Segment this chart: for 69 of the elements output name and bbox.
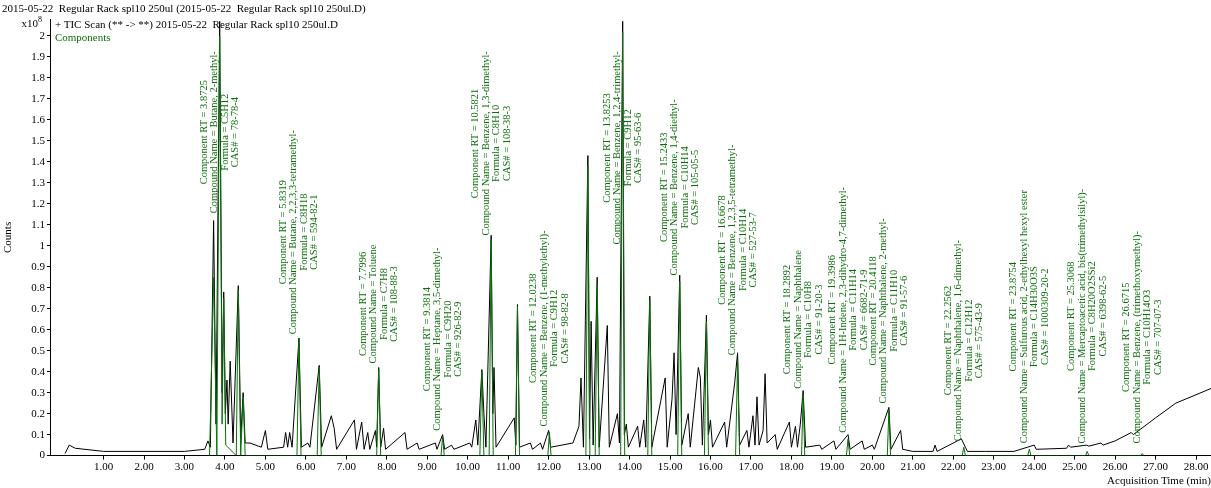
annotation: Component RT = 12.0238 Compound Name = Benzene, (1-methylethyl)- Formula = C9H12 CAS# = 98-82-8	[527, 229, 570, 427]
annotation: Component RT = 22.2562 Compound Name = Naphthalene, 1,6-dimethyl- Formula = C12H12 CAS# = 575-43-9	[941, 239, 985, 442]
x-tick-label: 22.00	[940, 460, 967, 473]
x-tick-label: 12.00	[536, 460, 562, 473]
annotation: Component RT = 10.5821 Compound Name = Benzene, 1,3-dimethyl- Formula = C8H10 CAS# = 108-38-3	[469, 50, 512, 236]
x-tick-label: 7.00	[336, 460, 357, 473]
x-tick-label: 11.00	[496, 460, 521, 473]
y-tick-label: 1.8	[31, 70, 46, 83]
y-tick-label: 1.6	[31, 112, 46, 125]
x-tick-label: 3.00	[174, 460, 195, 473]
x-tick-label: 20.00	[859, 460, 886, 473]
y-tick-label: 0.3	[31, 385, 46, 398]
text: Components	[54, 31, 111, 44]
annotation: Component RT = 25.3068 Compound Name = Mercaptoacetic acid, bis(trimethylsilyl)- Formula = C8H20O2SSi2 CAS# = 6398-62-5	[1065, 188, 1108, 444]
x-tick-label: 18.00	[779, 460, 805, 473]
y-tick-label: 0.6	[31, 322, 46, 335]
y-tick-label: 0.7	[31, 301, 46, 314]
x-tick-label: 2.00	[134, 460, 155, 473]
annotation: Component RT = 7.7996 Compound Name = Toluene Formula = C7H8 CAS# = 108-88-3	[356, 244, 400, 364]
x-tick-label: 25.00	[1062, 460, 1088, 473]
annotation: Component RT = 19.3986 Compound Name = 1H-Indene, 2,3-dihydro-4,7-dimethyl- Formula = C11H14 CAS# = 6682-71-9	[826, 186, 869, 433]
x-tick-label: 17.00	[738, 460, 764, 473]
y-tick-label: 1	[39, 238, 45, 251]
x-tick-label: 23.00	[981, 460, 1007, 473]
y-axis-title: Counts	[1, 221, 14, 253]
x-tick-label: 19.00	[819, 460, 845, 473]
annotation: Component RT = 18.2892 Compound Name = Naphthalene Formula = C10H8 CAS# = 91-20-3	[781, 249, 824, 389]
x-tick-label: 6.00	[296, 460, 316, 473]
x-tick-label: 10.00	[455, 460, 481, 473]
y-tick-label: 0.9	[31, 259, 46, 272]
y-tick-label: 2	[39, 28, 45, 41]
x-tick-label: 24.00	[1021, 460, 1048, 473]
x-tick-label: 14.00	[617, 460, 643, 473]
annotation: Component RT = 26.6715 Compound Name = Benzene, (trimethoxymethyl)- Formula = C10H14O3 CAS# = 707-07-3	[1120, 230, 1163, 444]
y-tick-label: 0.8	[31, 280, 46, 293]
x-tick-label: 15.00	[657, 460, 683, 473]
y-tick-label: 0	[39, 448, 46, 461]
y-tick-label: 1.7	[31, 91, 46, 104]
x-tick-label: 9.00	[417, 460, 438, 473]
x-tick-label: 16.00	[698, 460, 724, 473]
x-tick-label: 21.00	[900, 460, 926, 473]
annotation: Component RT = 5.8319 Compound Name = Butane, 2,2,3,3-tetramethyl- Formula = C8H18 CAS# = 594-82-1	[276, 129, 320, 335]
y-tick-label: 0.1	[31, 427, 45, 440]
y-tick-label: 0.2	[31, 406, 45, 419]
y-tick-label: 1.2	[31, 196, 45, 209]
y-tick-label: 1.3	[31, 175, 46, 188]
annotation: Component RT = 13.8253 Compound Name = Benzene, 1,2,4-trimethyl- Formula = C9H12 CAS# = 95-63-6	[600, 50, 644, 245]
y-tick-label: 1.9	[31, 49, 46, 62]
annotation: Component RT = 15.2433 Compound Name = Benzene, 1,4-diethyl- Formula = C10H14 CAS# = 105-05-5	[657, 98, 701, 276]
y-tick-label: 1.5	[31, 133, 46, 146]
x-tick-label: 26.00	[1102, 460, 1128, 473]
annotation: Component RT = 16.6678 Compound Name = Benzene, 1,2,3,5-tetramethyl- Formula = C10H14 CAS# = 527-53-7	[715, 144, 759, 356]
x-tick-label: 4.00	[215, 460, 236, 473]
x-tick-label: 8.00	[377, 460, 397, 473]
x-tick-label: 13.00	[576, 460, 602, 473]
annotation: Component RT = 23.8754 Compound Name = Sulfurous acid, 2-ethylhexyl hexyl ester Formula = C14H30O3S CAS# = 1000309-20-2	[1007, 189, 1050, 444]
chart-title: 2015-05-22 Regular Rack spl10 250ul (2015-05-22 Regular Rack spl10 250ul.D)	[2, 2, 366, 16]
annotation: Component RT = 9.3814 Compound Name = Heptane, 3,5-dimethyl- Formula = C9H20 CAS# = 926-82-9	[420, 247, 464, 431]
x-tick-label: 1.00	[93, 460, 114, 473]
y-tick-label: 0.4	[31, 364, 46, 377]
y-tick-label: 1.4	[31, 154, 46, 167]
x-tick-label: 5.00	[255, 460, 276, 473]
annotation: Component RT = 20.4118 Compound Name = Naphthalene, 2-methyl- Formula = C11H10 CAS# = 91-57-6	[866, 217, 910, 404]
y-tick-label: 1.1	[31, 217, 45, 230]
y-tick-label: 0.5	[31, 343, 46, 356]
x-axis-title: Acquisition Time (min)	[1107, 474, 1211, 488]
x-tick-label: 27.00	[1143, 460, 1169, 473]
annotation: Component RT = 3.8725 Compound Name = Butane, 2-methyl- Formula = C5H12 CAS# = 78-78-4	[197, 50, 241, 214]
x-tick-label: 28.00	[1183, 460, 1209, 473]
